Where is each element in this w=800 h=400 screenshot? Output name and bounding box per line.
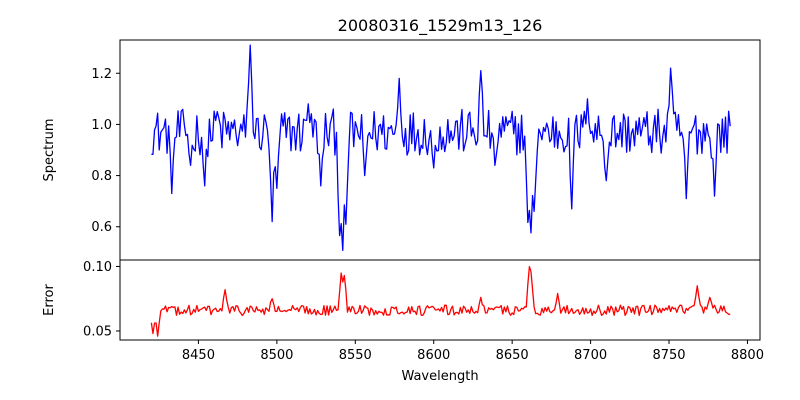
error-plot-frame bbox=[119, 259, 761, 341]
chart-title: 20080316_1529m13_126 bbox=[338, 16, 543, 36]
spectrum-y-tick-label: 1.0 bbox=[91, 118, 112, 133]
x-tick-label: 8500 bbox=[260, 348, 293, 363]
x-tick-label: 8450 bbox=[182, 348, 215, 363]
error-y-tick-label: 0.05 bbox=[83, 324, 112, 339]
spectrum-panel: 0.6 0.8 1.0 1.2 Spectrum bbox=[42, 39, 761, 261]
error-x-ticks: 8450 8500 8550 8600 8650 8700 8750 8800 bbox=[182, 340, 764, 363]
x-tick-label: 8650 bbox=[496, 348, 529, 363]
spectrum-series-group bbox=[151, 44, 731, 252]
x-tick-label: 8800 bbox=[731, 348, 764, 363]
x-tick-label: 8700 bbox=[574, 348, 607, 363]
spectrum-series-line bbox=[151, 44, 731, 252]
error-y-axis-label: Error bbox=[42, 284, 57, 316]
x-tick-label: 8550 bbox=[339, 348, 372, 363]
error-panel: 0.05 0.10 8450 8500 8550 8600 8650 8700 8750 880… bbox=[42, 259, 764, 384]
spectrum-y-ticks: 0.6 0.8 1.0 1.2 bbox=[91, 67, 120, 235]
x-tick-label: 8600 bbox=[417, 348, 450, 363]
error-series-line bbox=[150, 265, 731, 337]
spectrum-y-tick-label: 0.8 bbox=[91, 169, 112, 184]
error-y-tick-label: 0.10 bbox=[83, 260, 112, 275]
error-series-group bbox=[150, 265, 731, 337]
spectrum-y-tick-label: 0.6 bbox=[91, 220, 112, 235]
error-y-ticks: 0.05 0.10 bbox=[83, 260, 120, 339]
x-axis-label: Wavelength bbox=[401, 369, 478, 384]
x-tick-label: 8750 bbox=[652, 348, 685, 363]
spectrum-y-tick-label: 1.2 bbox=[91, 67, 112, 82]
spectrum-y-axis-label: Spectrum bbox=[42, 119, 57, 182]
